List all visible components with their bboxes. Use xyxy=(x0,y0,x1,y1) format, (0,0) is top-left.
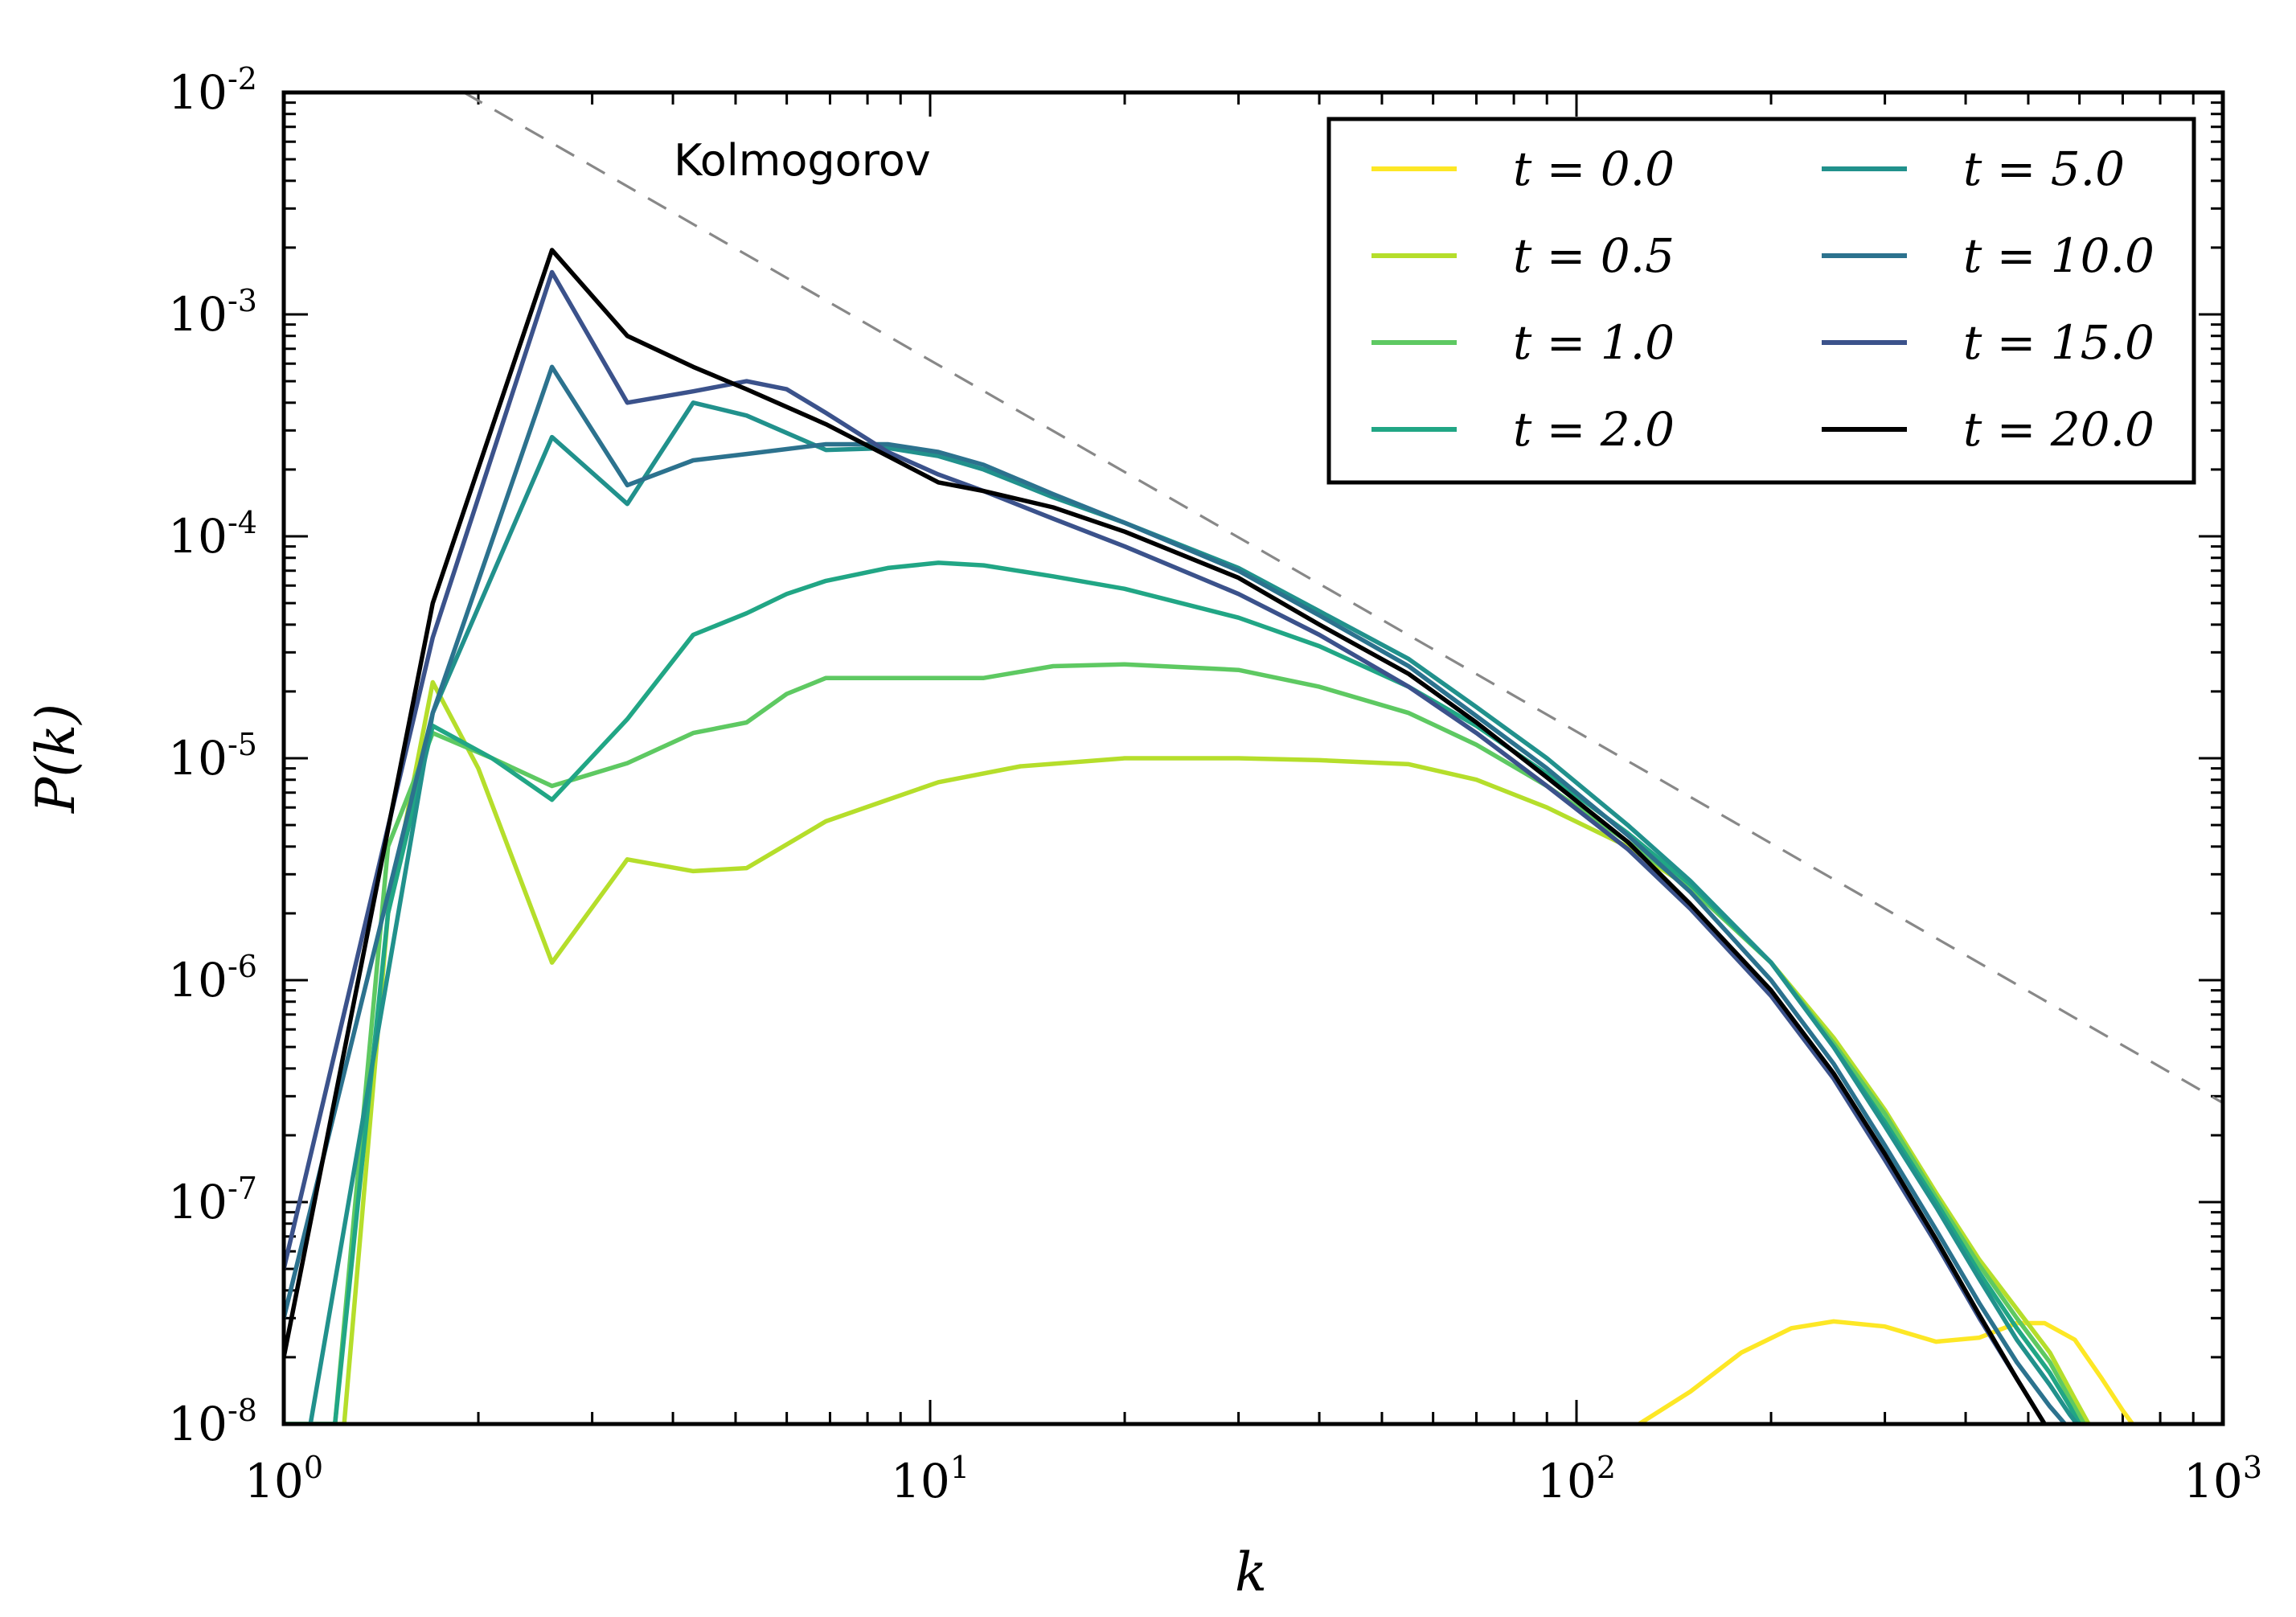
x-tick-label: 100 xyxy=(244,1450,323,1508)
legend-frame xyxy=(1326,117,2196,485)
plot-frame xyxy=(281,90,2225,1426)
series-line-1 xyxy=(284,679,2091,1424)
legend-label: t = 1.0 xyxy=(1513,315,1675,370)
x-tick-labels: 100 101 102 103 xyxy=(244,1450,2262,1508)
y-tick-label: 10-5 xyxy=(168,727,257,786)
series-line-3 xyxy=(284,560,2082,1424)
legend-label: t = 20.0 xyxy=(1963,402,2155,457)
legend-label: t = 2.0 xyxy=(1513,402,1675,457)
x-tick-label: 102 xyxy=(1537,1450,1616,1508)
series-lines xyxy=(284,248,2135,1424)
y-tick-labels: 10-8 10-7 10-6 10-5 10-4 10-3 10-2 xyxy=(168,61,257,1451)
y-tick-label: 10-4 xyxy=(168,505,257,564)
x-tick-label: 103 xyxy=(2183,1450,2262,1508)
kolmogorov-reference-line xyxy=(463,92,2223,1104)
x-tick-label: 101 xyxy=(891,1450,970,1508)
legend-label: t = 10.0 xyxy=(1963,228,2155,283)
series-line-7 xyxy=(284,248,2048,1424)
y-tick-label: 10-2 xyxy=(168,61,257,120)
y-tick-label: 10-7 xyxy=(168,1171,257,1229)
series-line-6 xyxy=(284,269,2048,1424)
legend-label: t = 5.0 xyxy=(1963,142,2125,196)
series-line-2 xyxy=(284,662,2087,1424)
series-line-0 xyxy=(1637,1319,2135,1424)
kolmogorov-annotation: Kolmogorov xyxy=(674,135,931,186)
series-line-4 xyxy=(308,400,2080,1424)
legend-label: t = 0.5 xyxy=(1513,228,1675,283)
legend-label: t = 15.0 xyxy=(1963,315,2155,370)
legend: t = 0.0 t = 0.5 t = 1.0 t = 2.0 t = 5.0 t = 1… xyxy=(1326,117,2196,485)
y-tick-label: 10-3 xyxy=(168,283,257,342)
legend-label: t = 0.0 xyxy=(1513,142,1675,196)
y-tick-label: 10-6 xyxy=(168,949,257,1008)
y-tick-label: 10-8 xyxy=(168,1393,257,1451)
x-axis-label: k xyxy=(1235,1541,1267,1603)
y-axis-label: P(k) xyxy=(25,704,87,814)
series-line-5 xyxy=(284,364,2068,1424)
